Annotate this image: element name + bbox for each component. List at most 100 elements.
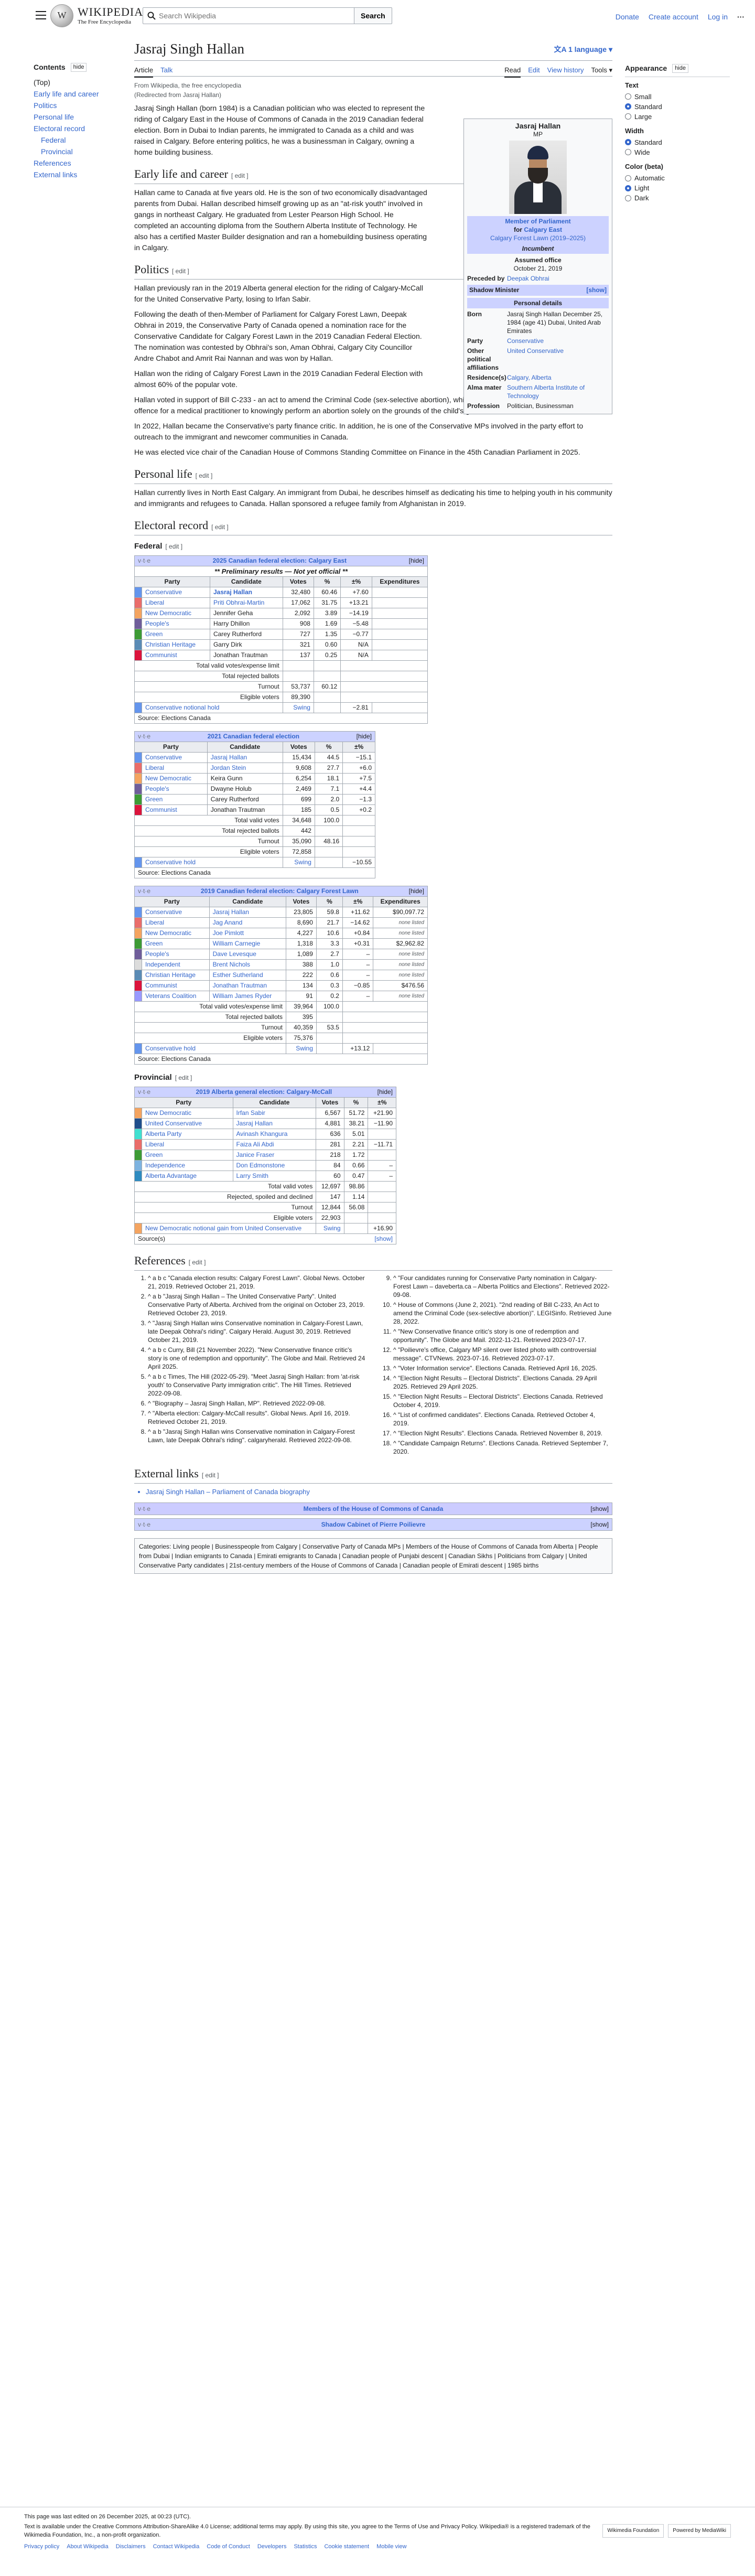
table-cell[interactable]: Christian Heritage — [142, 639, 210, 650]
table-cell[interactable]: Green — [142, 794, 208, 805]
toc-item[interactable]: Personal life — [34, 112, 74, 121]
tab-view-history[interactable]: View history — [547, 66, 584, 74]
table-cell[interactable]: Liberal — [142, 597, 210, 608]
table-cell[interactable]: Christian Heritage — [142, 970, 210, 981]
reference-item[interactable]: ^ House of Commons (June 2, 2021). "2nd … — [393, 1301, 612, 1326]
table-cell[interactable]: United Conservative — [142, 1118, 233, 1129]
navbar-vte[interactable]: v·t·e — [138, 733, 150, 740]
table-cell[interactable]: Jasraj Hallan — [209, 907, 286, 918]
table-cell[interactable]: Brent Nichols — [209, 959, 286, 970]
table-cell[interactable]: Priti Obhrai-Martin — [209, 597, 283, 608]
table-cell[interactable]: Joe Pimlott — [209, 928, 286, 939]
table-cell[interactable]: Larry Smith — [232, 1171, 317, 1182]
swing-label[interactable]: Swing — [285, 1043, 317, 1054]
donate-link[interactable]: Donate — [615, 13, 639, 21]
reference-item[interactable]: ^ a b c "Canada election results: Calgar… — [148, 1274, 367, 1291]
alma-mater-link[interactable]: Southern Alberta Institute of Technology — [507, 383, 585, 400]
table-cell[interactable]: Faiza Ali Abdi — [232, 1139, 317, 1150]
edit-link[interactable]: [ edit ] — [172, 267, 189, 275]
toc-item[interactable]: (Top) — [34, 78, 50, 87]
search-field[interactable] — [143, 7, 354, 24]
party-link[interactable]: Conservative — [507, 337, 544, 345]
table-cell[interactable]: Alberta Party — [142, 1129, 233, 1140]
navbox-show-button[interactable]: [show] — [590, 1521, 609, 1529]
toc-item[interactable]: Provincial — [41, 147, 73, 156]
reference-item[interactable]: ^ a b "Jasraj Singh Hallan – The United … — [148, 1292, 367, 1317]
reference-item[interactable]: ^ a b c Times, The Hill (2022-05-29). "M… — [148, 1372, 367, 1398]
navbar-vte[interactable]: v·t·e — [138, 887, 150, 895]
table-cell[interactable]: Independent — [142, 959, 210, 970]
navbox-show-button[interactable]: [show] — [590, 1505, 609, 1513]
reference-item[interactable]: ^ a b c Curry, Bill (21 November 2022). … — [148, 1346, 367, 1371]
reference-item[interactable]: ^ "List of confirmed candidates". Electi… — [393, 1411, 612, 1427]
navbox-title[interactable]: Members of the House of Commons of Canad… — [303, 1505, 444, 1513]
reference-item[interactable]: ^ "Jasraj Singh Hallan wins Conservative… — [148, 1319, 367, 1344]
table-cell[interactable]: Jag Anand — [209, 917, 286, 928]
swing-label[interactable]: Swing — [316, 1223, 344, 1234]
reference-item[interactable]: ^ "Poilievre's office, Calgary MP silent… — [393, 1346, 612, 1362]
reference-item[interactable]: ^ "Election Night Results – Electoral Di… — [393, 1374, 612, 1391]
table-cell[interactable]: New Democratic — [142, 1108, 233, 1119]
table-cell[interactable]: Communist — [142, 804, 208, 815]
reference-item[interactable]: ^ "Voter Information service". Elections… — [393, 1364, 612, 1372]
table-cell[interactable]: Communist — [142, 650, 210, 661]
footer-link[interactable]: Disclaimers — [115, 2543, 146, 2550]
infobox-portrait[interactable] — [509, 141, 567, 214]
footer-link[interactable]: Privacy policy — [24, 2543, 60, 2550]
table-title[interactable]: 2019 Canadian federal election: Calgary … — [200, 887, 359, 895]
table-cell[interactable]: Jonathan Trautman — [209, 980, 286, 991]
shadow-minister-show[interactable]: [show] — [586, 286, 607, 294]
appearance-option[interactable]: Large — [625, 112, 730, 122]
reference-item[interactable]: ^ "Election Night Results – Electoral Di… — [393, 1392, 612, 1409]
edit-link[interactable]: [ edit ] — [175, 1074, 192, 1081]
footer-link[interactable]: Contact Wikipedia — [153, 2543, 200, 2550]
reference-item[interactable]: ^ "Four candidates running for Conservat… — [393, 1274, 612, 1299]
hide-table-button[interactable]: [hide] — [408, 557, 424, 564]
toc-item[interactable]: References — [34, 158, 71, 167]
table-cell[interactable]: Veterans Coalition — [142, 991, 210, 1002]
reference-item[interactable]: ^ "Candidate Campaign Returns". Election… — [393, 1439, 612, 1456]
hold-label[interactable]: Conservative hold — [142, 857, 283, 868]
edit-link[interactable]: [ edit ] — [195, 472, 213, 479]
footer-link[interactable]: About Wikipedia — [67, 2543, 109, 2550]
toc-hide-button[interactable]: hide — [70, 63, 87, 72]
table-cell[interactable]: Communist — [142, 980, 210, 991]
appearance-option[interactable]: Dark — [625, 193, 730, 203]
search-input[interactable] — [159, 12, 348, 20]
table-title[interactable]: 2025 Canadian federal election: Calgary … — [212, 557, 347, 564]
table-cell[interactable]: Green — [142, 1150, 233, 1161]
reference-item[interactable]: ^ "New Conservative finance critic's sto… — [393, 1327, 612, 1344]
create-account-link[interactable]: Create account — [648, 13, 698, 21]
table-cell[interactable]: Jasraj Hallan — [207, 752, 283, 763]
reference-item[interactable]: ^ "Alberta election: Calgary-McCall resu… — [148, 1409, 367, 1426]
reference-item[interactable]: ^ "Election Night Results". Elections Ca… — [393, 1429, 612, 1437]
toc-item[interactable]: Federal — [41, 135, 66, 144]
table-cell[interactable]: Independence — [142, 1160, 233, 1171]
table-cell[interactable]: People's — [142, 783, 208, 795]
hide-table-button[interactable]: [hide] — [408, 887, 424, 895]
hold-label[interactable]: New Democratic notional gain from United… — [141, 1223, 317, 1234]
toc-item[interactable]: Politics — [34, 101, 57, 110]
table-cell[interactable]: Janice Fraser — [232, 1150, 317, 1161]
table-cell[interactable]: Liberal — [142, 763, 208, 774]
log-in-link[interactable]: Log in — [707, 13, 728, 21]
residence-link[interactable]: Calgary, Alberta — [507, 373, 552, 381]
footer-link[interactable]: Developers — [257, 2543, 287, 2550]
wikimedia-badge[interactable]: Wikimedia Foundation — [602, 2524, 664, 2538]
navbar-vte[interactable]: v·t·e — [138, 557, 150, 564]
table-cell[interactable]: Don Edmonstone — [232, 1160, 317, 1171]
appearance-option[interactable]: Standard — [625, 137, 730, 147]
appearance-option[interactable]: Wide — [625, 147, 730, 157]
table-cell[interactable]: Green — [142, 938, 210, 949]
table-title[interactable]: 2019 Alberta general election: Calgary-M… — [196, 1088, 332, 1096]
footer-link[interactable]: Statistics — [294, 2543, 317, 2550]
table-cell[interactable]: Irfan Sabir — [232, 1108, 317, 1119]
other-affiliation-link[interactable]: United Conservative — [507, 347, 564, 355]
mediawiki-badge[interactable]: Powered by MediaWiki — [668, 2524, 731, 2538]
edit-link[interactable]: [ edit ] — [211, 523, 229, 531]
table-cell[interactable]: Jasraj Hallan — [232, 1118, 317, 1129]
hold-label[interactable]: Conservative notional hold — [142, 702, 283, 713]
table-cell[interactable]: People's — [142, 618, 210, 629]
toc-item[interactable]: Electoral record — [34, 124, 85, 133]
tab-edit[interactable]: Edit — [528, 66, 540, 74]
